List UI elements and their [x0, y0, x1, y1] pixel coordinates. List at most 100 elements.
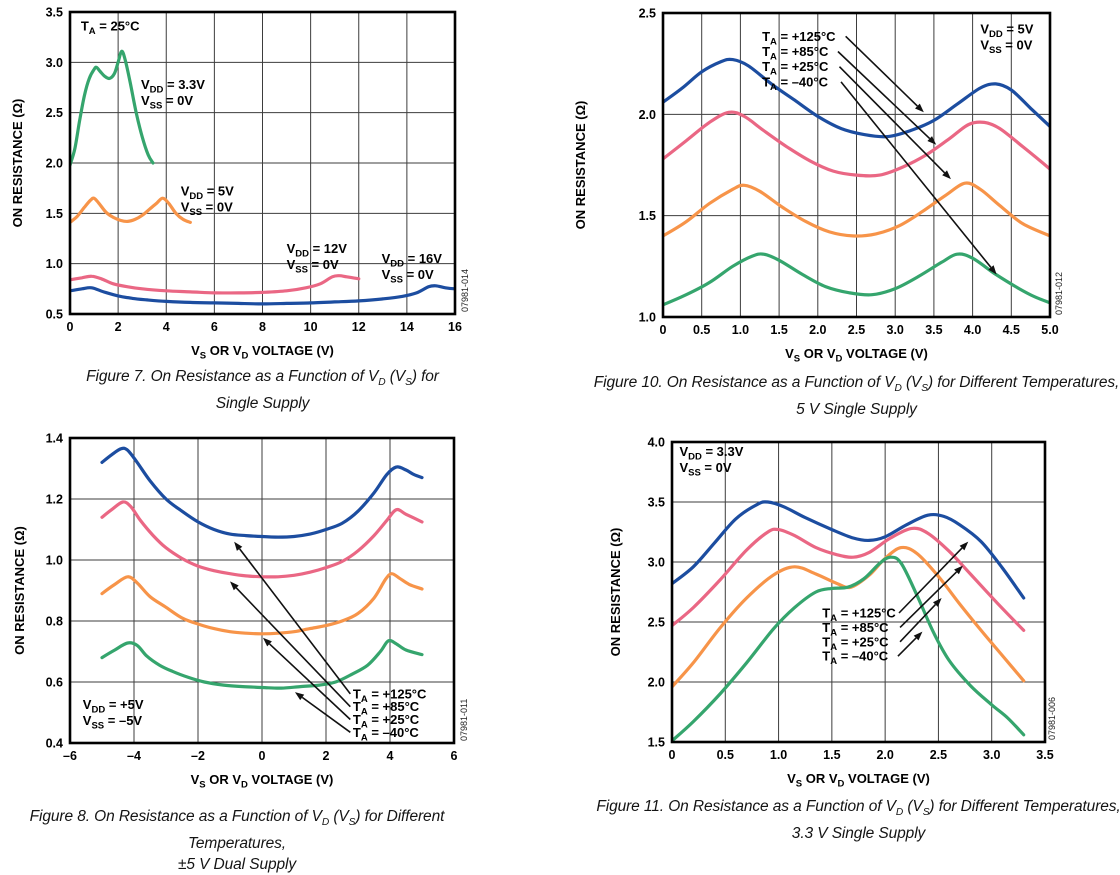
x-tick-label: 4.0 — [964, 323, 981, 337]
x-tick-label: 2 — [115, 320, 122, 334]
y-tick-label: 2.0 — [648, 676, 665, 690]
x-tick-label: 3.0 — [887, 323, 904, 337]
annotation-label: VDD = 12V — [287, 241, 348, 259]
tick-labels: 0 2 4 6 8 10 12 14 16 0.5 1.0 1.5 2.0 2.5 3.0 3.5 — [46, 6, 462, 335]
series-group — [671, 500, 1026, 743]
y-tick-label: 0.8 — [46, 615, 63, 629]
figure-code: 07981-014 — [460, 269, 470, 312]
y-tick-label: 1.5 — [648, 736, 665, 750]
annotation-label: VSS = 0V — [141, 93, 193, 112]
x-tick-label: 2 — [323, 749, 330, 763]
annotation-arrow — [268, 643, 351, 721]
figure-10-chart: TA = +125°CTA = +85°CTA = +25°CTA = –40°… — [573, 7, 1064, 365]
annotation-arrow — [899, 603, 937, 643]
arrowhead — [913, 631, 923, 641]
series-ta-+125-c — [671, 500, 1026, 600]
arrowhead — [959, 541, 969, 551]
arrowhead — [915, 103, 924, 113]
caption-line: ±5 V Dual Supply — [177, 856, 297, 874]
y-tick-label: 0.4 — [46, 737, 63, 751]
y-tick-label: 2.5 — [46, 106, 63, 120]
x-tick-label: 0.5 — [693, 323, 710, 337]
x-tick-label: 3.5 — [1036, 748, 1053, 762]
x-tick-label: 4 — [163, 320, 170, 334]
caption-line: Figure 11. On Resistance as a Function o… — [596, 798, 1120, 819]
tick-labels: 0 0.5 1.0 1.5 2.0 2.5 3.0 3.5 4.0 4.5 5.0 1.0 1.5 2.0… — [639, 7, 1059, 338]
series-vdd-16v-vss-0v — [69, 284, 456, 306]
annotation-label: VDD = 16V — [382, 251, 443, 270]
tick-labels: –6 –4 –2 0 2 4 6 0.4 0.6 0.8 1.0 1.2 1.4 — [46, 432, 458, 764]
x-tick-label: –6 — [63, 749, 77, 763]
annotation-arrow — [235, 587, 351, 708]
annotation-label: TA = +85°C — [353, 699, 420, 718]
y-tick-label: 3.0 — [46, 56, 63, 70]
x-tick-label: 3.5 — [925, 323, 942, 337]
annotation-arrow — [898, 547, 963, 614]
annotation-arrow — [899, 571, 958, 628]
series-ta-+85-c — [671, 526, 1026, 632]
series-ta-+125-c — [662, 57, 1051, 139]
figure-10-caption: Figure 10. On Resistance as a Function o… — [590, 372, 1120, 420]
x-axis-title: VS OR VD VOLTAGE (V) — [191, 343, 334, 362]
x-tick-label: 12 — [352, 320, 366, 334]
y-tick-label: 3.5 — [648, 496, 665, 510]
series-group — [662, 57, 1051, 307]
plot-frame — [68, 436, 456, 745]
annotation-label: TA = +85°C — [762, 44, 829, 63]
arrowhead — [262, 637, 272, 647]
figure-code: 07981-011 — [459, 699, 469, 741]
x-axis-title: VS OR VD VOLTAGE (V) — [191, 772, 334, 791]
series-ta-40-c — [100, 638, 424, 690]
annotation-label: TA = +25°C — [822, 634, 889, 653]
y-tick-label: 2.0 — [46, 157, 63, 171]
figure-8-block: VDD = +5V VSS = –5V TA = +125°C TA = +85°C T… — [0, 420, 560, 874]
annotation-label: VDD = +5V — [83, 697, 144, 716]
figure-11-caption: Figure 11. On Resistance as a Function o… — [592, 796, 1120, 844]
y-tick-label: 1.5 — [639, 209, 656, 223]
tick-labels: 0 0.5 1.0 1.5 2.0 2.5 3.0 3.5 1.5 2.0 2.5 3.0 3.5 4.0 — [648, 436, 1054, 763]
annotation-label: TA = +125°C — [353, 686, 427, 705]
x-tick-label: 2.5 — [930, 748, 947, 762]
y-tick-label: 1.0 — [46, 257, 63, 271]
y-tick-label: 1.2 — [46, 493, 63, 507]
gridlines — [70, 438, 454, 743]
y-tick-label: 0.5 — [46, 308, 63, 322]
figure-code: 07981-012 — [1054, 272, 1064, 315]
series-vdd-3-3v-vss-0v — [69, 49, 155, 167]
x-tick-label: 16 — [448, 320, 462, 334]
annotation-label: TA = +125°C — [822, 606, 896, 625]
x-tick-label: 5.0 — [1041, 323, 1058, 337]
y-axis-title: ON RESISTANCE (Ω) — [608, 528, 623, 657]
x-tick-label: –2 — [191, 749, 205, 763]
arrows-group — [837, 35, 997, 275]
annotation-label: VDD = 3.3V — [679, 444, 743, 463]
series-ta-+85-c — [100, 500, 424, 579]
x-tick-label: 1.5 — [823, 748, 840, 762]
x-tick-label: 10 — [304, 320, 318, 334]
figure-11-block: VDD = 3.3V VSS = 0V TA = +125°C TA = +85°C T… — [560, 420, 1120, 860]
x-tick-label: 0 — [67, 320, 74, 334]
x-tick-label: 2.0 — [876, 748, 893, 762]
x-tick-label: 14 — [400, 320, 414, 334]
series-group — [69, 49, 456, 306]
series-ta-+25-c — [100, 572, 424, 636]
series-vdd-12v-vss-0v — [69, 274, 361, 295]
caption-line: Figure 8. On Resistance as a Function of… — [29, 808, 445, 853]
caption-line: 5 V Single Supply — [796, 401, 917, 419]
y-axis-title: ON RESISTANCE (Ω) — [12, 526, 27, 655]
x-tick-label: 0.5 — [717, 748, 734, 762]
arrowhead — [294, 692, 305, 701]
y-tick-label: 1.4 — [46, 432, 63, 446]
gridlines — [672, 442, 1045, 742]
annotations-group: TA = +125°CTA = +85°CTA = +25°CTA = –40°… — [762, 22, 1034, 93]
series-ta-40-c — [671, 555, 1026, 743]
annotation-label: VSS = –5V — [83, 713, 143, 732]
arrows-group — [230, 541, 351, 733]
y-axis-title: ON RESISTANCE (Ω) — [573, 101, 588, 230]
arrowhead — [988, 265, 997, 275]
x-tick-label: 2.0 — [809, 323, 826, 337]
figure-7-caption: Figure 7. On Resistance as a Function of… — [70, 366, 455, 414]
y-tick-label: 1.0 — [46, 554, 63, 568]
